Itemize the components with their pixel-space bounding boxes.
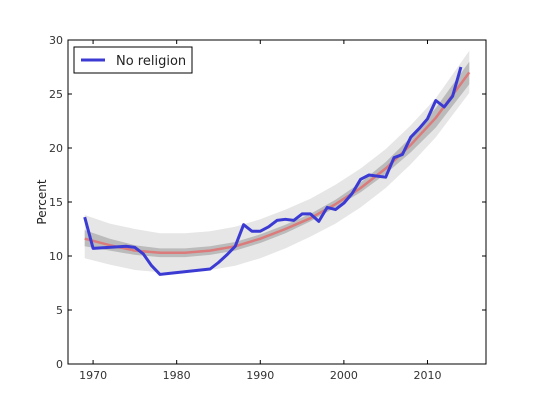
plot-frame: [67, 39, 487, 365]
y-axis-label: Percent: [35, 179, 49, 224]
bands-layer: [84, 50, 470, 273]
x-tick-label: 2010: [413, 369, 441, 382]
y-tick-label: 15: [49, 196, 63, 209]
y-tick-label: 25: [49, 88, 63, 101]
y-tick-label: 0: [56, 358, 63, 371]
series-line-0: [83, 66, 463, 276]
x-tick-label: 1970: [79, 369, 107, 382]
x-tick-label: 2000: [330, 369, 358, 382]
y-tick-label: 20: [49, 142, 63, 155]
legend-label-no-religion: No religion: [116, 54, 186, 69]
x-tick-label: 1990: [246, 369, 274, 382]
legend: No religion: [73, 46, 193, 74]
y-tick-label: 5: [56, 304, 63, 317]
prediction-band: [84, 50, 470, 273]
y-tick-label: 30: [49, 34, 63, 47]
x-tick-label: 1980: [163, 369, 191, 382]
y-tick-label: 10: [49, 250, 63, 263]
lines-layer: [83, 66, 471, 276]
ticks-layer: 1970 1980 1990 2000 2010 0 5 10 15 20 25 30: [49, 34, 486, 382]
